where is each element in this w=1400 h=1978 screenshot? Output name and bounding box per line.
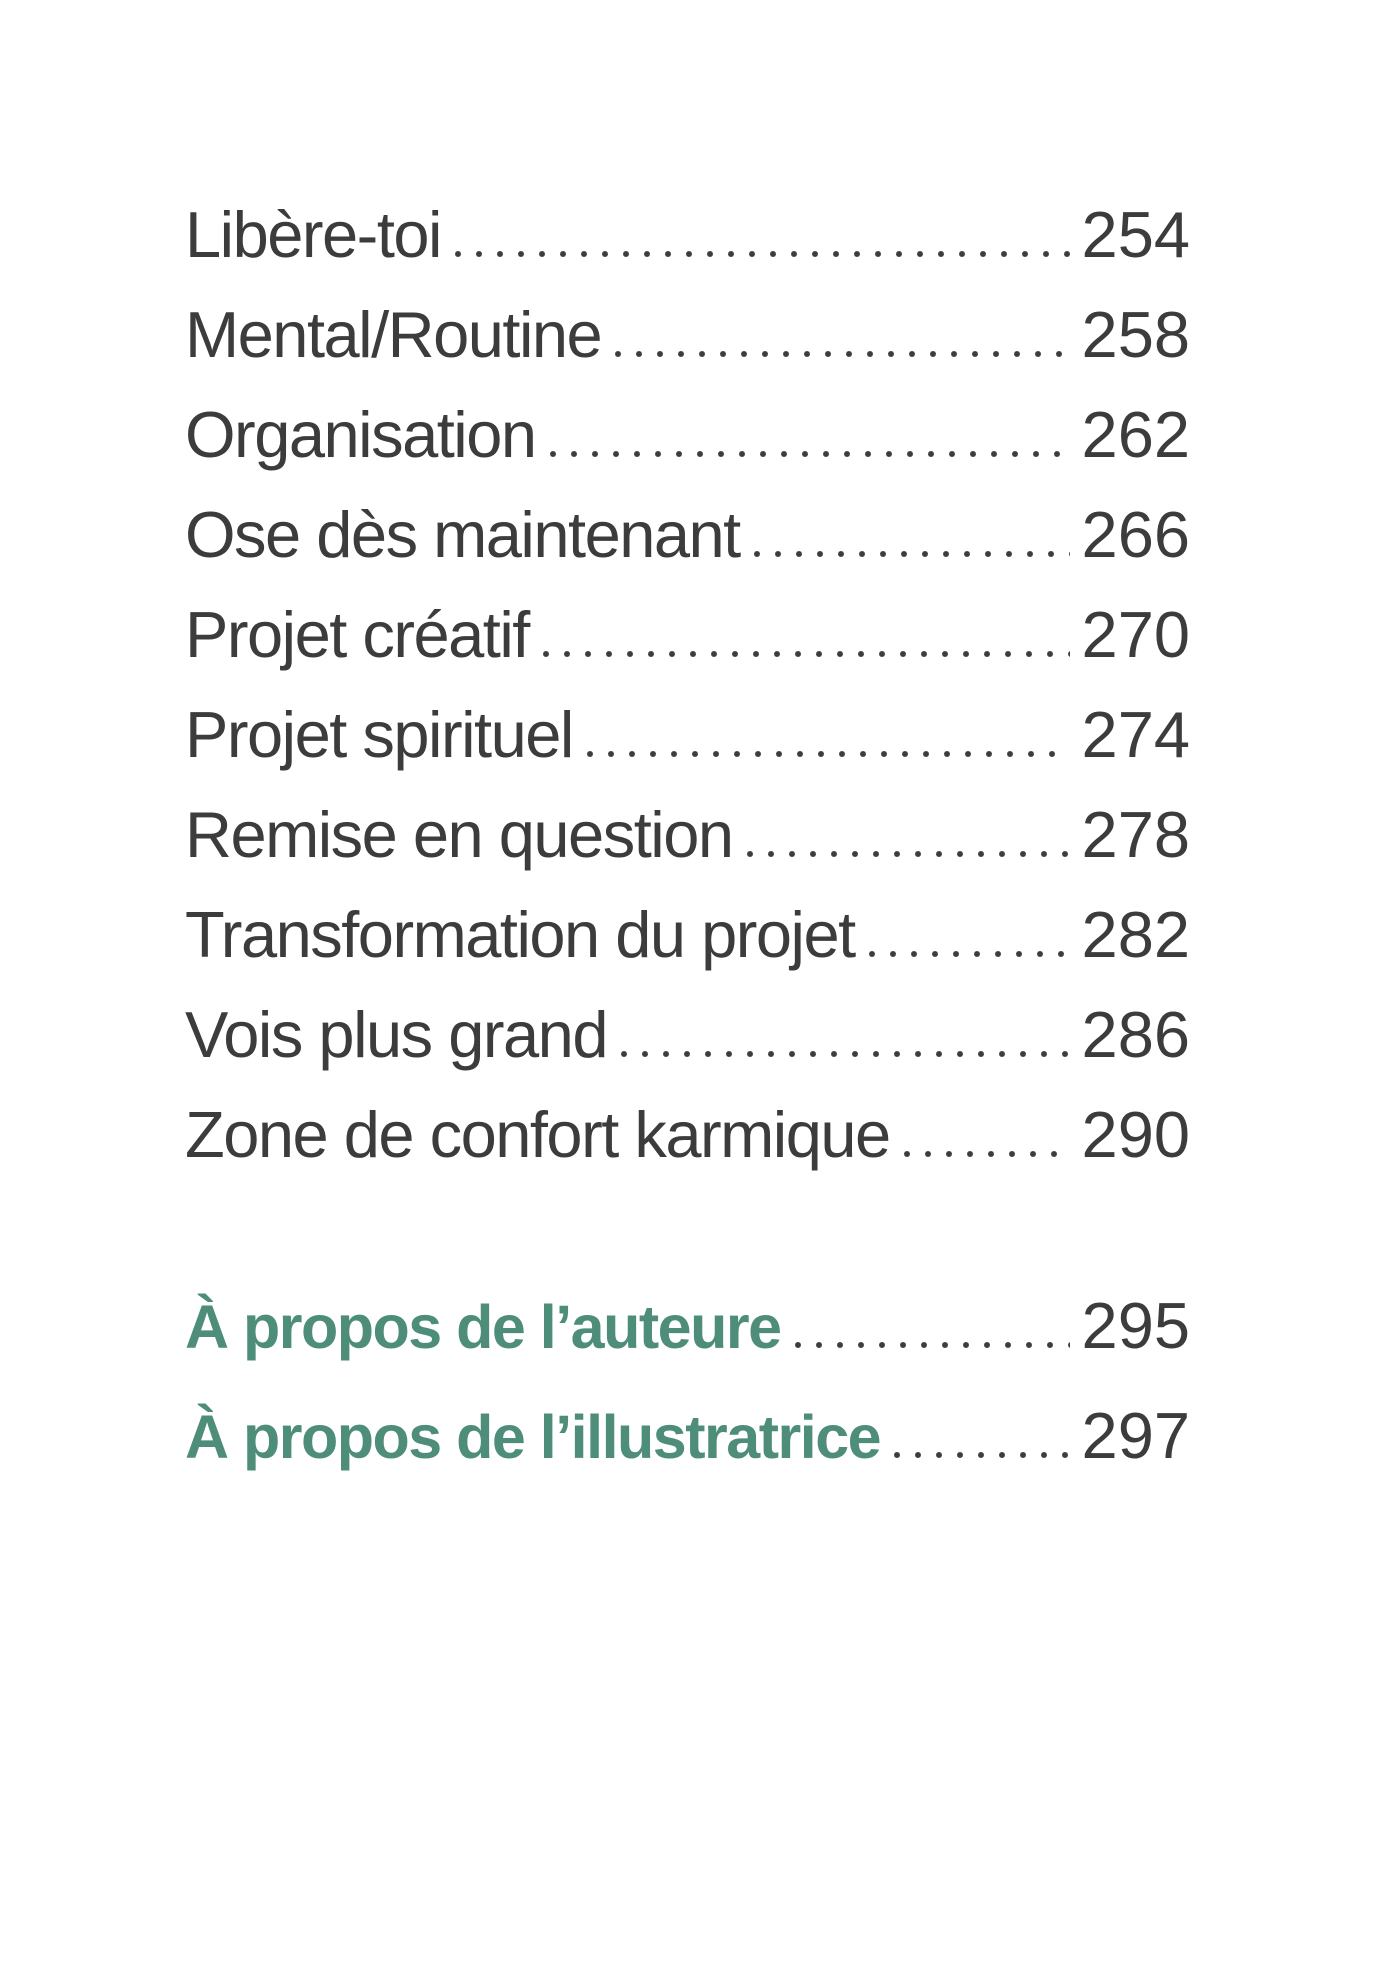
- toc-entry-page: 297: [1081, 1399, 1190, 1472]
- toc-row: À propos de l’auteure 295: [185, 1271, 1190, 1381]
- toc-entry-page: 282: [1081, 898, 1190, 971]
- toc-row: Remise en question 278: [185, 785, 1190, 885]
- toc-row: Zone de confort karmique 290: [185, 1085, 1190, 1185]
- toc-dot-leader: [746, 851, 1070, 857]
- toc-entry-page: 262: [1081, 398, 1190, 471]
- toc-row: À propos de l’illustratrice 297: [185, 1381, 1190, 1491]
- toc-dot-leader: [903, 1151, 1070, 1157]
- toc-entry-page: 258: [1081, 298, 1190, 371]
- toc-chapters-group: Libère-toi 254 Mental/Routine 258 Organi…: [185, 185, 1190, 1185]
- toc-dot-leader: [620, 1051, 1070, 1057]
- toc-entry-title: Projet spirituel: [185, 698, 574, 771]
- toc-row: Projet créatif 270: [185, 585, 1190, 685]
- toc-entry-title: Transformation du projet: [185, 898, 856, 971]
- toc-entry-page: 295: [1081, 1289, 1190, 1362]
- toc-dot-leader: [615, 351, 1070, 357]
- toc-entry-page: 278: [1081, 798, 1190, 871]
- toc-entry-page: 286: [1081, 998, 1190, 1071]
- toc-dot-leader: [753, 551, 1070, 557]
- toc-entry-page: 270: [1081, 598, 1190, 671]
- toc-entry-title: À propos de l’illustratrice: [185, 1403, 882, 1471]
- toc-entry-title: Organisation: [185, 398, 537, 471]
- toc-row: Projet spirituel 274: [185, 685, 1190, 785]
- toc-row: Ose dès maintenant 266: [185, 485, 1190, 585]
- toc-entry-page: 254: [1081, 198, 1190, 271]
- toc-entry-title: Vois plus grand: [185, 998, 608, 1071]
- toc-entry-title: Mental/Routine: [185, 298, 603, 371]
- table-of-contents: Libère-toi 254 Mental/Routine 258 Organi…: [185, 185, 1190, 1491]
- toc-dot-leader: [549, 451, 1070, 457]
- toc-entry-title: Ose dès maintenant: [185, 498, 741, 571]
- toc-dot-leader: [868, 951, 1070, 957]
- toc-row: Libère-toi 254: [185, 185, 1190, 285]
- toc-entry-page: 274: [1081, 698, 1190, 771]
- toc-entry-title: Zone de confort karmique: [185, 1098, 891, 1171]
- toc-dot-leader: [454, 251, 1070, 257]
- toc-entry-title: Projet créatif: [185, 598, 530, 671]
- toc-entry-page: 290: [1081, 1098, 1190, 1171]
- toc-entry-title: À propos de l’auteure: [185, 1293, 782, 1361]
- toc-row: Vois plus grand 286: [185, 985, 1190, 1085]
- toc-row: Mental/Routine 258: [185, 285, 1190, 385]
- toc-dot-leader: [586, 751, 1070, 757]
- toc-dot-leader: [794, 1342, 1070, 1348]
- toc-row: Organisation 262: [185, 385, 1190, 485]
- toc-dot-leader: [542, 651, 1070, 657]
- toc-entry-title: Remise en question: [185, 798, 734, 871]
- toc-dot-leader: [894, 1452, 1070, 1458]
- toc-entry-title: Libère-toi: [185, 198, 442, 271]
- toc-row: Transformation du projet 282: [185, 885, 1190, 985]
- toc-entry-page: 266: [1081, 498, 1190, 571]
- toc-about-group: À propos de l’auteure 295 À propos de l’…: [185, 1271, 1190, 1491]
